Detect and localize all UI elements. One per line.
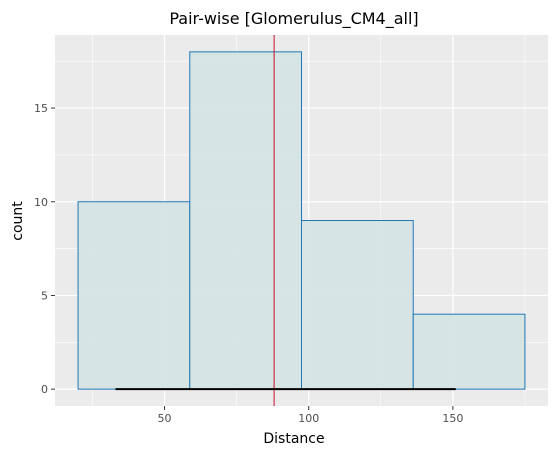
y-axis-label: count: [10, 201, 26, 241]
histogram-bar-1: [77, 201, 191, 390]
y-axis-ticks: 0 5 10 15: [34, 102, 55, 396]
x-tick-label: 150: [442, 412, 463, 425]
histogram-bar-3: [301, 220, 414, 390]
x-tick-label: 50: [158, 412, 172, 425]
histogram-bars: [77, 51, 526, 390]
histogram-bar-4: [412, 313, 526, 390]
x-axis-label: Distance: [263, 431, 324, 447]
y-tick-label: 15: [34, 102, 48, 115]
y-tick-label: 10: [34, 196, 48, 209]
x-axis-ticks: 50 100 150: [158, 406, 463, 425]
x-tick-label: 100: [298, 412, 319, 425]
histogram-bar-2: [189, 51, 302, 390]
chart-title: Pair-wise [Glomerulus_CM4_all]: [169, 9, 418, 29]
y-tick-label: 5: [41, 289, 48, 302]
y-tick-label: 0: [41, 383, 48, 396]
